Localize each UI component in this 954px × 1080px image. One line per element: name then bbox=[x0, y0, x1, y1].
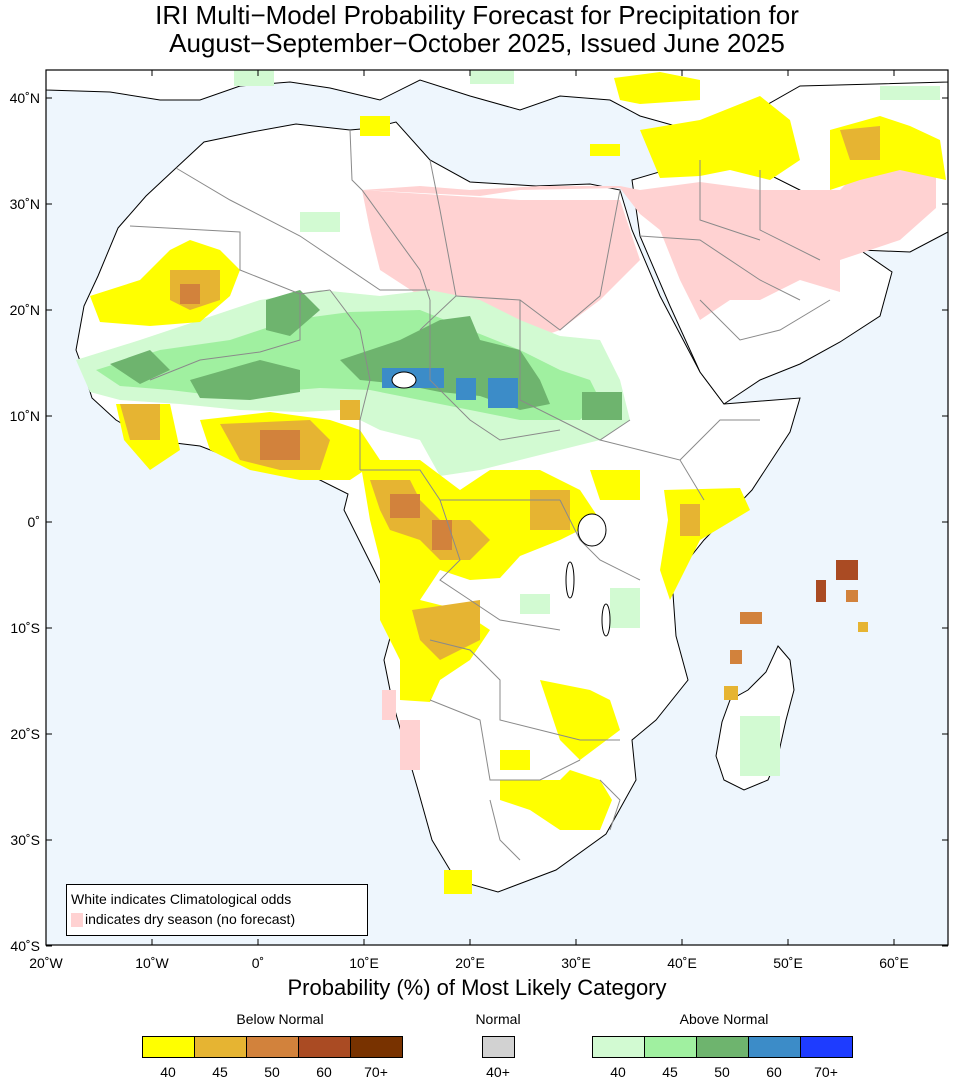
above-normal-tick-label: 60 bbox=[766, 1064, 782, 1080]
below-normal-swatch bbox=[298, 1036, 351, 1058]
above-normal-title: Above Normal bbox=[679, 1011, 769, 1027]
latitude-label: 10˚S bbox=[10, 620, 40, 636]
below-normal-title: Below Normal bbox=[236, 1011, 324, 1027]
below-normal-tick-label: 45 bbox=[212, 1064, 228, 1080]
latitude-label: 20˚N bbox=[10, 302, 40, 318]
below-normal-swatch bbox=[142, 1036, 195, 1058]
below-normal-tick-label: 70+ bbox=[364, 1064, 388, 1080]
latitude-label: 20˚S bbox=[10, 726, 40, 742]
colorbar-subtitle: Probability (%) of Most Likely Category bbox=[287, 975, 667, 1000]
above-normal-swatch bbox=[644, 1036, 697, 1058]
normal-title: Normal bbox=[475, 1011, 521, 1027]
latitude-labels: 40˚N 30˚N 20˚N 10˚N 0˚ 10˚S 20˚S 30˚S 40˚S bbox=[10, 90, 40, 954]
normal-tick-label: 40+ bbox=[486, 1064, 510, 1080]
map-title-line1: IRI Multi−Model Probability Forecast for… bbox=[155, 0, 799, 30]
above-normal-swatch bbox=[748, 1036, 801, 1058]
country-borders bbox=[129, 129, 831, 861]
longitude-label: 60˚E bbox=[879, 955, 909, 971]
dry-season-note: indicates dry season (no forecast) bbox=[85, 911, 296, 927]
latitude-label: 30˚N bbox=[10, 196, 40, 212]
below-normal-60-regions bbox=[816, 560, 858, 602]
longitude-ticks bbox=[45, 70, 895, 945]
longitude-label: 10˚W bbox=[135, 955, 169, 971]
below-normal-swatch bbox=[246, 1036, 299, 1058]
dry-season-regions bbox=[362, 150, 936, 770]
map-legend-box: White indicates Climatological odds indi… bbox=[66, 884, 368, 936]
below-normal-50-regions bbox=[180, 284, 858, 664]
longitude-label: 30˚E bbox=[561, 955, 591, 971]
lakes bbox=[391, 371, 611, 637]
below-normal-tick-label: 60 bbox=[316, 1064, 332, 1080]
map-title-line2: August−September−October 2025, Issued Ju… bbox=[169, 28, 785, 58]
longitude-label: 20˚E bbox=[455, 955, 485, 971]
above-normal-swatch bbox=[592, 1036, 645, 1058]
map-frame bbox=[45, 69, 949, 946]
latitude-label: 30˚S bbox=[10, 832, 40, 848]
below-normal-swatch bbox=[194, 1036, 247, 1058]
above-normal-tick-label: 45 bbox=[662, 1064, 678, 1080]
climatology-note: White indicates Climatological odds bbox=[71, 891, 292, 907]
dry-season-swatch bbox=[71, 913, 83, 927]
latitude-label: 10˚N bbox=[10, 408, 40, 424]
longitude-label: 10˚E bbox=[349, 955, 379, 971]
latitude-ticks bbox=[46, 97, 948, 947]
longitude-label: 20˚W bbox=[29, 955, 63, 971]
above-normal-tick-label: 40 bbox=[610, 1064, 626, 1080]
normal-swatch bbox=[482, 1036, 515, 1058]
above-normal-swatch bbox=[696, 1036, 749, 1058]
longitude-label: 0˚ bbox=[252, 955, 264, 971]
above-normal-tick-label: 50 bbox=[714, 1064, 730, 1080]
longitude-label: 40˚E bbox=[667, 955, 697, 971]
longitude-labels: 20˚W 10˚W 0˚ 10˚E 20˚E 30˚E 40˚E 50˚E 60˚E bbox=[29, 955, 909, 971]
latitude-label: 40˚N bbox=[10, 90, 40, 106]
above-normal-swatch bbox=[800, 1036, 853, 1058]
latitude-label: 40˚S bbox=[10, 938, 40, 954]
above-normal-tick-label: 70+ bbox=[814, 1064, 838, 1080]
latitude-label: 0˚ bbox=[28, 514, 40, 530]
below-normal-tick-label: 40 bbox=[160, 1064, 176, 1080]
below-normal-swatch bbox=[350, 1036, 403, 1058]
below-normal-tick-label: 50 bbox=[264, 1064, 280, 1080]
longitude-label: 50˚E bbox=[773, 955, 803, 971]
